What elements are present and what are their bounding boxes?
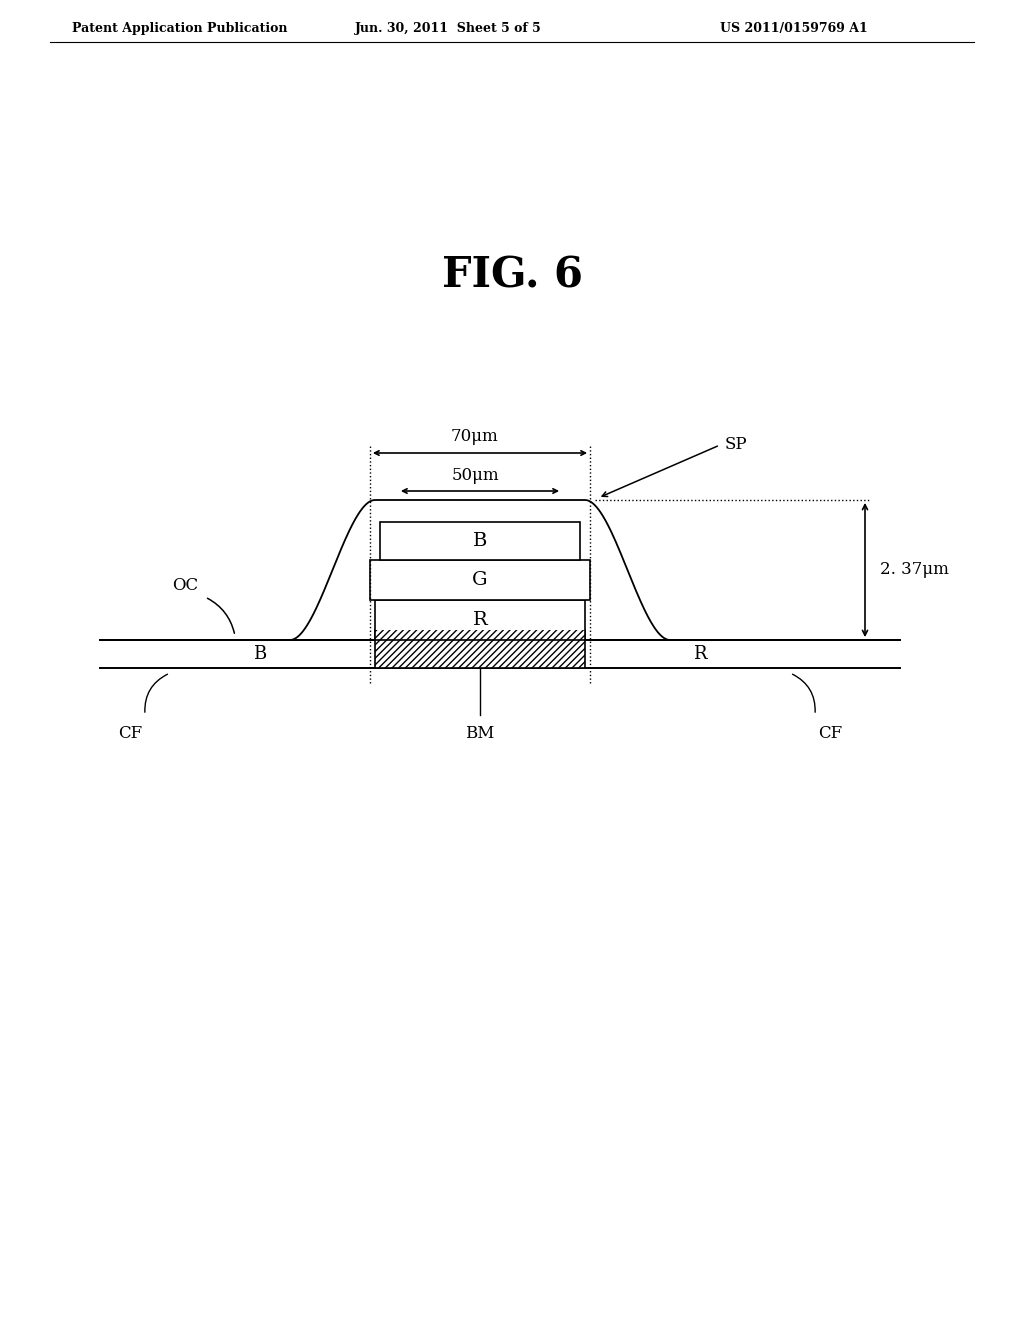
Text: R: R [473, 611, 487, 630]
Text: B: B [473, 532, 487, 550]
Text: Patent Application Publication: Patent Application Publication [72, 22, 288, 36]
Text: CF: CF [818, 725, 842, 742]
Bar [380, 521, 580, 560]
Text: 50μm: 50μm [452, 467, 499, 484]
Text: G: G [472, 572, 487, 589]
Text: 70μm: 70μm [452, 428, 499, 445]
Bar [375, 630, 585, 668]
Text: R: R [693, 645, 707, 663]
Bar [370, 560, 590, 601]
Text: CF: CF [118, 725, 142, 742]
Text: B: B [253, 645, 266, 663]
Text: US 2011/0159769 A1: US 2011/0159769 A1 [720, 22, 867, 36]
Bar [375, 630, 585, 668]
Text: BM: BM [465, 725, 495, 742]
Text: SP: SP [725, 437, 748, 454]
Text: OC: OC [172, 577, 198, 594]
Text: 2. 37μm: 2. 37μm [880, 561, 949, 578]
Text: FIG. 6: FIG. 6 [441, 253, 583, 296]
Bar [375, 601, 585, 640]
Text: Jun. 30, 2011  Sheet 5 of 5: Jun. 30, 2011 Sheet 5 of 5 [355, 22, 542, 36]
